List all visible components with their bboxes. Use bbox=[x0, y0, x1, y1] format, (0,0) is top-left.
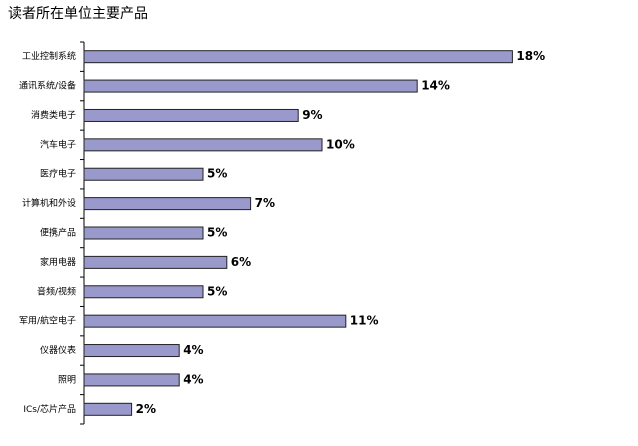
bar bbox=[83, 79, 418, 93]
category-label: ICs/芯片产品 bbox=[23, 403, 76, 415]
bar bbox=[83, 373, 180, 387]
bar bbox=[83, 50, 513, 64]
category-label: 便携产品 bbox=[40, 227, 76, 239]
value-label: 2% bbox=[136, 402, 156, 416]
category-label: 消费类电子 bbox=[31, 109, 76, 121]
value-label: 18% bbox=[516, 49, 545, 63]
category-label: 音频/视频 bbox=[37, 285, 76, 297]
bar bbox=[83, 138, 323, 152]
value-label: 9% bbox=[302, 108, 322, 122]
bar bbox=[83, 197, 252, 211]
value-label: 10% bbox=[326, 137, 355, 151]
bar bbox=[83, 285, 204, 299]
category-label: 通讯系统/设备 bbox=[19, 80, 76, 92]
bar bbox=[83, 108, 299, 122]
category-label: 军用/航空电子 bbox=[19, 315, 76, 327]
category-label: 工业控制系统 bbox=[22, 50, 76, 62]
chart-title: 读者所在单位主要产品 bbox=[8, 5, 148, 22]
bar bbox=[83, 226, 204, 240]
value-label: 5% bbox=[207, 226, 227, 240]
category-label: 计算机和外设 bbox=[22, 197, 76, 209]
value-label: 14% bbox=[421, 79, 450, 93]
bar bbox=[83, 255, 228, 269]
value-label: 5% bbox=[207, 167, 227, 181]
bar bbox=[83, 314, 347, 328]
value-label: 5% bbox=[207, 284, 227, 298]
category-label: 汽车电子 bbox=[40, 138, 76, 150]
value-label: 6% bbox=[231, 255, 251, 269]
value-label: 4% bbox=[183, 343, 203, 357]
value-label: 4% bbox=[183, 372, 203, 386]
bar bbox=[83, 344, 180, 358]
category-label: 照明 bbox=[58, 374, 76, 385]
bar bbox=[83, 167, 204, 181]
category-label: 家用电器 bbox=[40, 256, 76, 268]
bar bbox=[83, 402, 133, 416]
category-label: 医疗电子 bbox=[40, 168, 76, 180]
value-label: 11% bbox=[350, 314, 379, 328]
value-label: 7% bbox=[255, 196, 275, 210]
category-label: 仪器仪表 bbox=[40, 344, 76, 356]
